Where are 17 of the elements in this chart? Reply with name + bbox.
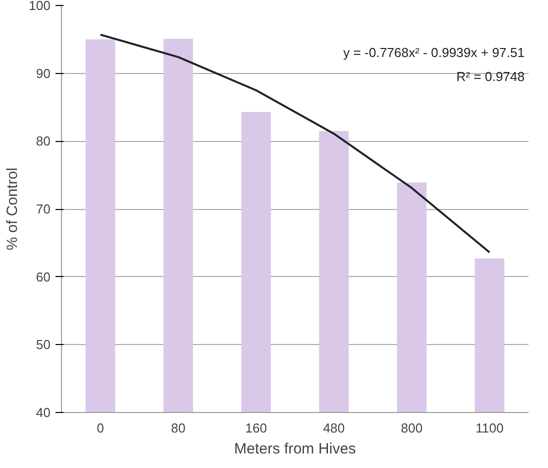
x-tick-label: 160 (245, 420, 267, 436)
x-tick-label: 0 (96, 420, 104, 436)
y-tick-label: 40 (36, 405, 51, 420)
x-tick-label: 80 (171, 420, 186, 436)
y-tick-label: 60 (36, 269, 51, 284)
y-tick-label: 70 (36, 202, 51, 216)
x-tick-label: 480 (323, 420, 345, 436)
x-tick-label: 800 (400, 420, 423, 436)
y-tick-label: 90 (36, 66, 51, 81)
y-tick-label: 80 (36, 134, 51, 149)
y-axis-title: % of Control (4, 168, 21, 250)
x-axis-title: Meters from Hives (234, 440, 356, 458)
annotation: y = -0.7768x² - 0.9939x + 97.51 (343, 44, 525, 60)
y-tick-label: 100 (28, 0, 51, 13)
annotation: R² = 0.9748 (456, 69, 525, 84)
x-tick-label: 1100 (476, 420, 504, 436)
y-tick-label: 50 (36, 337, 51, 352)
